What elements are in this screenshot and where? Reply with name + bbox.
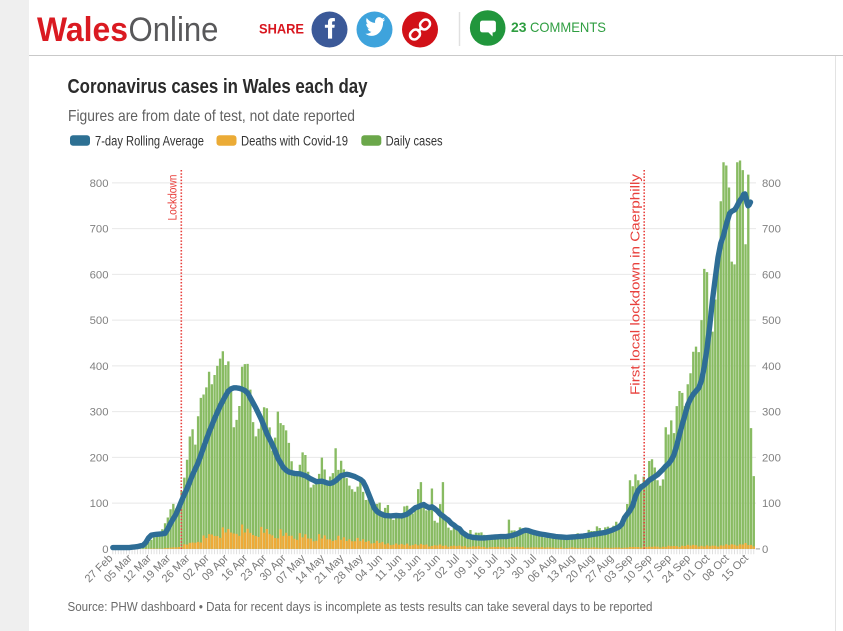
svg-text:500: 500 xyxy=(90,315,109,327)
svg-text:400: 400 xyxy=(90,361,109,373)
svg-text:800: 800 xyxy=(762,178,781,190)
svg-text:500: 500 xyxy=(762,315,781,327)
svg-text:0: 0 xyxy=(102,544,108,556)
svg-text:300: 300 xyxy=(762,407,781,419)
svg-text:7-day Rolling Average: 7-day Rolling Average xyxy=(95,134,204,149)
svg-text:23: 23 xyxy=(511,20,527,35)
svg-text:Figures are from date of test,: Figures are from date of test, not date … xyxy=(68,108,355,125)
svg-text:700: 700 xyxy=(90,224,109,236)
svg-text:600: 600 xyxy=(90,269,109,281)
svg-text:0: 0 xyxy=(762,544,768,556)
svg-text:700: 700 xyxy=(762,224,781,236)
svg-text:Deaths with Covid-19: Deaths with Covid-19 xyxy=(241,134,348,149)
svg-text:100: 100 xyxy=(762,498,781,510)
svg-text:200: 200 xyxy=(762,452,781,464)
svg-text:SHARE: SHARE xyxy=(259,22,304,37)
svg-text:600: 600 xyxy=(762,269,781,281)
svg-text:800: 800 xyxy=(90,178,109,190)
svg-text:Source: PHW dashboard • Data f: Source: PHW dashboard • Data for recent … xyxy=(68,599,653,614)
svg-text:First local lockdown in Caerph: First local lockdown in Caerphilly xyxy=(628,173,642,395)
svg-text:100: 100 xyxy=(90,498,109,510)
svg-text:Lockdown: Lockdown xyxy=(168,175,180,221)
svg-text:COMMENTS: COMMENTS xyxy=(530,20,606,35)
svg-text:400: 400 xyxy=(762,361,781,373)
svg-text:Coronavirus cases in Wales eac: Coronavirus cases in Wales each day xyxy=(68,75,368,98)
svg-text:Daily cases: Daily cases xyxy=(386,134,443,149)
svg-text:Wales: Wales xyxy=(37,11,128,49)
svg-text:Online: Online xyxy=(129,11,219,49)
svg-text:200: 200 xyxy=(90,452,109,464)
svg-text:300: 300 xyxy=(90,407,109,419)
